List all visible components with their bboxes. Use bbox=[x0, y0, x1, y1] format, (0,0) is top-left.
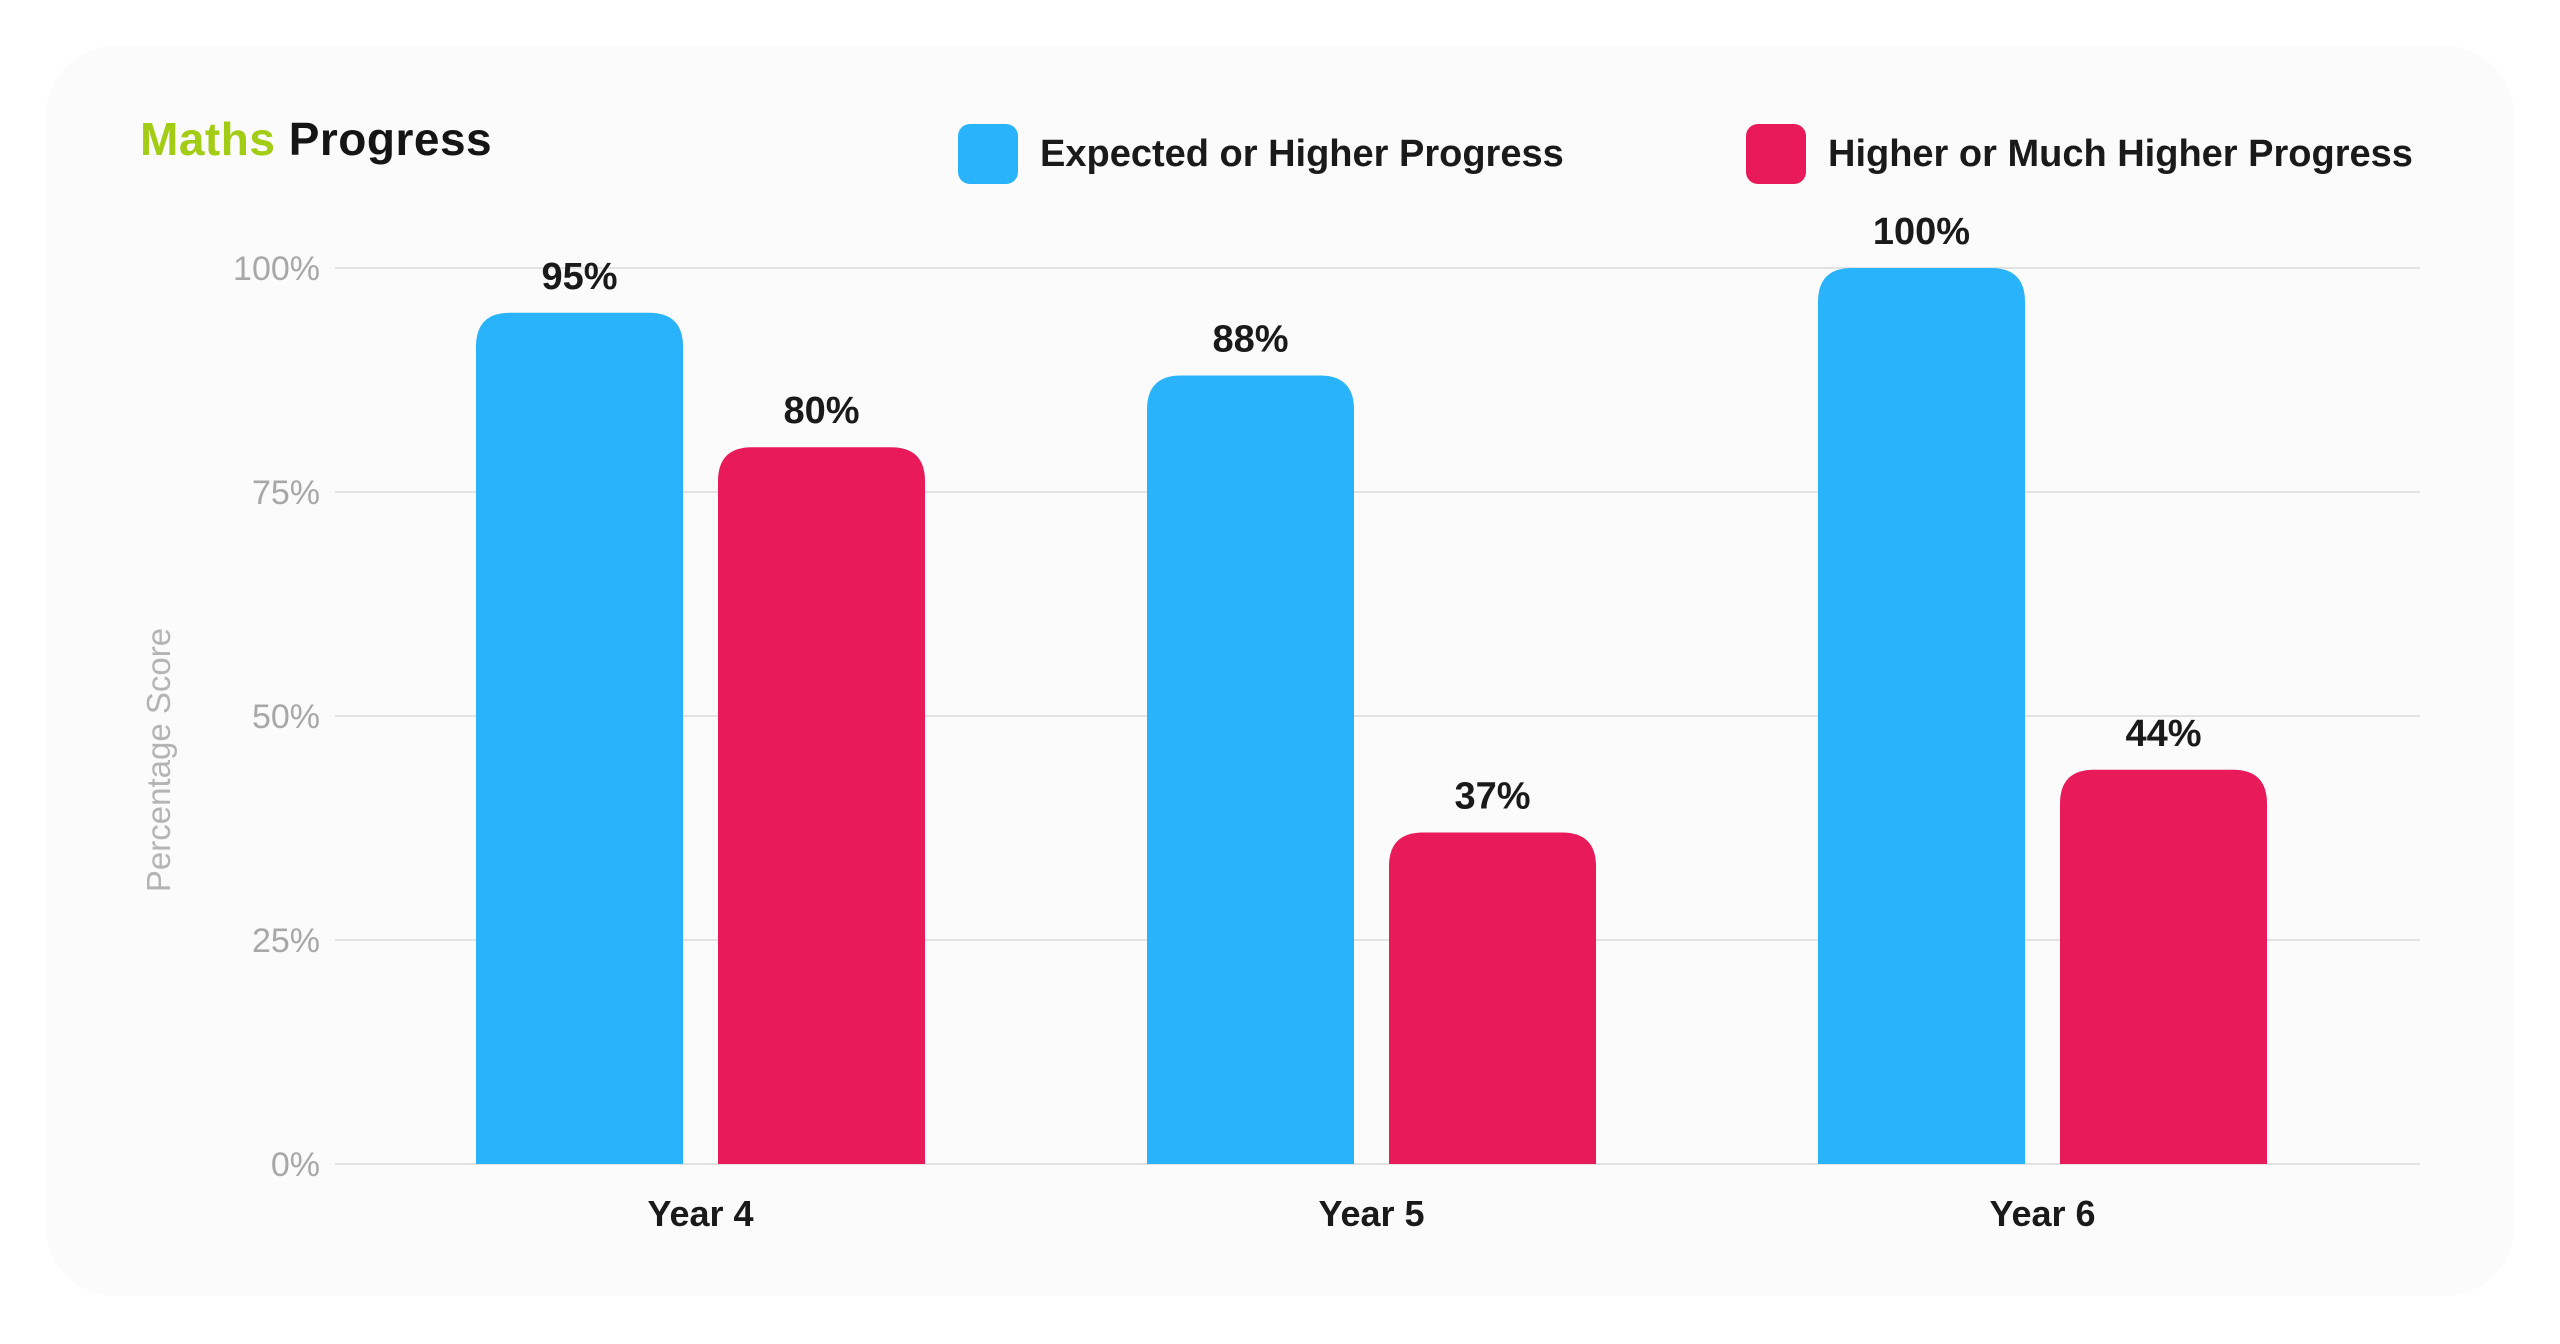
value-label: 95% bbox=[541, 256, 617, 298]
chart-title: Maths Progress bbox=[140, 112, 492, 166]
x-category-label: Year 4 bbox=[647, 1193, 753, 1234]
value-label: 44% bbox=[2125, 713, 2201, 755]
bar-expected-year-6 bbox=[1818, 268, 2025, 1164]
bar-higher-year-4 bbox=[718, 447, 925, 1164]
y-tick-label: 25% bbox=[252, 922, 320, 960]
legend-swatch-expected bbox=[958, 124, 1018, 184]
y-axis-ticks: 0% 25% 50% 75% 100% bbox=[233, 250, 320, 1184]
category-labels: Year 4 Year 5 Year 6 bbox=[647, 1193, 2095, 1234]
value-label: 37% bbox=[1454, 775, 1530, 817]
chart-title-main: Progress bbox=[288, 113, 493, 165]
legend-swatch-higher bbox=[1746, 124, 1806, 184]
value-label: 80% bbox=[783, 390, 859, 432]
y-tick-label: 50% bbox=[252, 698, 320, 736]
bar-higher-year-6 bbox=[2060, 769, 2267, 1164]
legend-label-expected: Expected or Higher Progress bbox=[1040, 132, 1564, 175]
bar-higher-year-5 bbox=[1389, 832, 1596, 1164]
bars bbox=[476, 268, 2267, 1164]
x-category-label: Year 5 bbox=[1318, 1193, 1424, 1234]
legend-item-higher: Higher or Much Higher Progress bbox=[1746, 124, 2413, 184]
x-category-label: Year 6 bbox=[1989, 1193, 2095, 1234]
y-axis-label: Percentage Score bbox=[140, 628, 177, 892]
value-label: 100% bbox=[1873, 211, 1970, 253]
bar-expected-year-5 bbox=[1147, 375, 1354, 1164]
value-label: 88% bbox=[1212, 319, 1288, 361]
y-tick-label: 100% bbox=[233, 250, 320, 288]
value-labels: 95% 80% 88% 37% 100% 44% bbox=[541, 211, 2201, 817]
legend-item-expected: Expected or Higher Progress bbox=[958, 124, 1564, 184]
bar-expected-year-4 bbox=[476, 312, 683, 1164]
chart-title-accent: Maths bbox=[140, 113, 276, 165]
y-tick-label: 0% bbox=[271, 1146, 320, 1184]
y-tick-label: 75% bbox=[252, 474, 320, 512]
legend-label-higher: Higher or Much Higher Progress bbox=[1828, 132, 2413, 175]
